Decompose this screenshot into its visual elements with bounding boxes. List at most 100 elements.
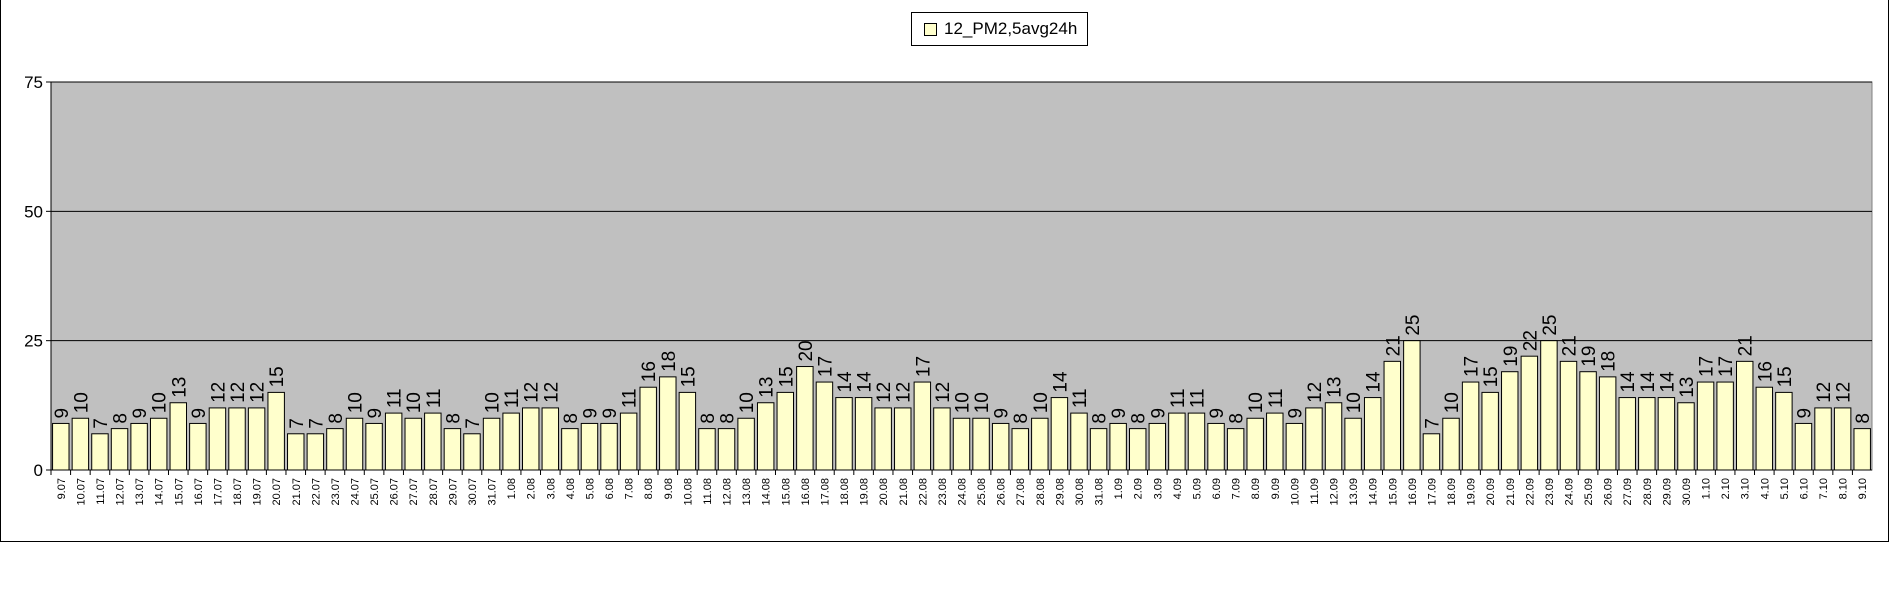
bar [1520, 355, 1539, 471]
data-label: 12 [1305, 382, 1326, 403]
x-tick-label: 9.10 [1857, 478, 1869, 499]
data-label: 7 [91, 418, 112, 429]
x-tick-label: 7.09 [1231, 478, 1243, 499]
data-label: 11 [424, 388, 445, 408]
data-label: 10 [1246, 392, 1267, 413]
bar [502, 412, 520, 471]
x-tick-label: 9.07 [56, 478, 68, 499]
bar [1638, 397, 1656, 471]
x-tick-label: 6.08 [604, 478, 616, 499]
data-label: 14 [1618, 371, 1639, 393]
bar [854, 397, 873, 471]
bar [1736, 360, 1754, 471]
bar [443, 428, 462, 471]
data-label: 15 [678, 366, 699, 387]
data-label: 7 [287, 418, 308, 429]
bar [91, 433, 109, 471]
x-tick-label: 17.07 [212, 478, 224, 506]
bar [698, 428, 716, 471]
bar [208, 407, 227, 471]
data-label: 19 [1579, 346, 1600, 367]
bar [619, 412, 638, 471]
bar [991, 422, 1010, 471]
x-tick-label: 22.07 [310, 478, 322, 506]
x-tick-label: 23.07 [330, 478, 342, 506]
data-label: 8 [698, 413, 719, 424]
data-label: 9 [130, 408, 151, 419]
x-tick-label: 5.08 [584, 478, 596, 499]
x-tick-label: 14.08 [761, 478, 773, 506]
data-label: 10 [1344, 392, 1365, 413]
x-tick-label: 11.09 [1309, 478, 1321, 505]
bar [228, 407, 246, 471]
x-tick-label: 15.07 [173, 478, 185, 506]
bar [1501, 371, 1519, 471]
bar [561, 428, 579, 471]
x-tick-label: 1.09 [1113, 478, 1125, 499]
bar [1696, 381, 1715, 471]
bar [1833, 407, 1852, 471]
data-label: 8 [443, 413, 464, 424]
data-label: 15 [1775, 366, 1796, 387]
y-tick-label: 25 [24, 332, 43, 351]
x-tick-label: 16.07 [193, 478, 205, 506]
data-label: 12 [1814, 382, 1835, 403]
x-tick-label: 26.07 [389, 478, 401, 506]
x-tick-label: 21.07 [291, 478, 303, 506]
data-label: 9 [52, 408, 73, 419]
data-label: 11 [1070, 388, 1091, 408]
data-label: 9 [992, 408, 1013, 419]
legend-swatch [924, 22, 937, 36]
bar [1305, 407, 1323, 471]
bar [894, 407, 912, 471]
x-tick-label: 17.08 [819, 478, 831, 506]
x-tick-label: 25.07 [369, 478, 381, 506]
bar [580, 422, 599, 471]
data-label: 15 [1481, 366, 1502, 387]
data-label: 10 [71, 392, 92, 413]
x-tick-label: 23.08 [937, 478, 949, 506]
x-tick-label: 30.08 [1074, 478, 1086, 506]
data-label: 12 [541, 382, 562, 403]
x-tick-label: 12.07 [115, 478, 127, 506]
x-tick-label: 28.07 [428, 478, 440, 506]
data-label: 12 [874, 382, 895, 403]
bar [306, 433, 325, 471]
x-tick-label: 19.09 [1466, 478, 1478, 506]
x-tick-label: 8.10 [1838, 478, 1850, 499]
data-label: 16 [1755, 361, 1776, 382]
bar [1187, 412, 1206, 471]
data-label: 22 [1520, 330, 1541, 351]
data-label: 14 [855, 371, 876, 393]
bar [1363, 397, 1382, 471]
x-tick-label: 24.07 [350, 478, 362, 506]
bar [815, 381, 834, 471]
data-label: 10 [346, 392, 367, 413]
gridlines [51, 81, 1872, 342]
x-tick-label: 5.09 [1191, 478, 1203, 499]
x-tick-label: 5.10 [1779, 478, 1791, 499]
data-label: 12 [228, 382, 249, 403]
x-tick-label: 1.08 [506, 478, 518, 499]
bar [345, 417, 364, 471]
data-label: 10 [1442, 392, 1463, 413]
data-label: 17 [1697, 356, 1718, 377]
bar [600, 422, 618, 471]
bar [972, 417, 990, 471]
bar [776, 391, 794, 471]
x-tick-label: 8.08 [643, 478, 655, 499]
x-tick-label: 25.08 [976, 478, 988, 506]
bar [1207, 422, 1225, 471]
x-tick-label: 3.08 [545, 478, 557, 499]
bar [247, 407, 266, 471]
x-tick-label: 10.07 [75, 478, 87, 506]
bar [169, 402, 187, 471]
bar [1070, 412, 1088, 471]
data-label: 11 [385, 388, 406, 408]
data-label: 12 [522, 382, 543, 403]
bar [1598, 376, 1617, 471]
bar [287, 433, 305, 471]
bar [659, 376, 677, 471]
bar [639, 386, 657, 471]
x-tick-label: 11.07 [95, 478, 107, 505]
